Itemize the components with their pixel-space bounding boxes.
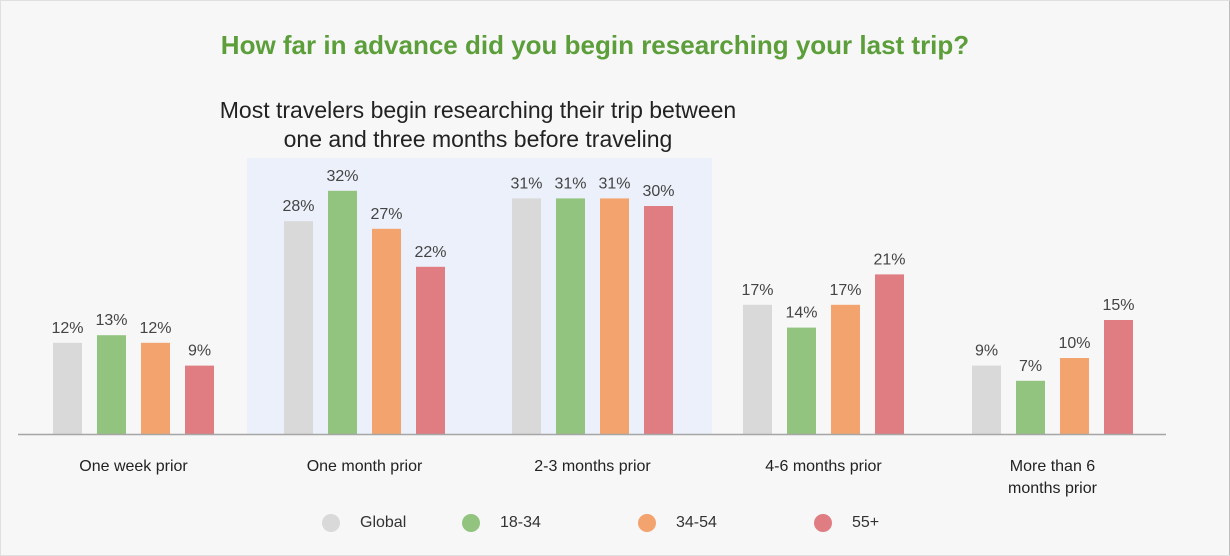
- legend-swatch-global: [322, 514, 340, 532]
- data-label: 12%: [51, 320, 83, 337]
- legend-item-18-34: 18-34: [462, 514, 541, 532]
- highlight-band: [247, 158, 712, 434]
- bar: [875, 274, 904, 434]
- data-label: 17%: [741, 282, 773, 299]
- category-label: One month prior: [307, 458, 423, 475]
- chart-subtitle-line-2: one and three months before traveling: [283, 126, 673, 152]
- data-label: 9%: [188, 343, 211, 360]
- data-label: 10%: [1058, 335, 1090, 352]
- bar: [284, 221, 313, 434]
- bar: [328, 190, 357, 434]
- bar: [743, 304, 772, 434]
- data-label: 28%: [282, 198, 314, 215]
- data-label: 12%: [139, 320, 171, 337]
- legend-label-34-54: 34-54: [676, 514, 717, 531]
- data-label: 27%: [370, 206, 402, 223]
- bar: [1016, 380, 1045, 434]
- data-label: 17%: [829, 282, 861, 299]
- data-label: 31%: [510, 175, 542, 192]
- category-label: One week prior: [79, 458, 188, 475]
- bar: [600, 198, 629, 434]
- category-label: 4-6 months prior: [765, 458, 882, 475]
- data-label: 31%: [598, 175, 630, 192]
- bar: [1104, 320, 1133, 434]
- bar: [644, 206, 673, 434]
- category-label: 2-3 months prior: [534, 458, 651, 475]
- legend-label-18-34: 18-34: [500, 514, 541, 531]
- chart-subtitle-line-1: Most travelers begin researching their t…: [219, 97, 737, 123]
- data-label: 14%: [785, 305, 817, 322]
- chart-title: How far in advance did you begin researc…: [220, 30, 970, 60]
- bar: [53, 342, 82, 434]
- bar: [372, 228, 401, 434]
- legend-item-55-plus: 55+: [814, 514, 879, 532]
- legend-item-global: Global: [322, 514, 406, 532]
- data-label: 21%: [873, 251, 905, 268]
- bar: [97, 335, 126, 434]
- chart-subtitle: Most travelers begin researching their t…: [150, 96, 806, 154]
- legend: Global 18-34 34-54 55+: [0, 514, 1230, 540]
- legend-swatch-34-54: [638, 514, 656, 532]
- bar: [1060, 358, 1089, 434]
- bar: [787, 327, 816, 434]
- data-label: 15%: [1102, 297, 1134, 314]
- bar: [512, 198, 541, 434]
- data-label: 7%: [1019, 358, 1042, 375]
- category-label: More than 6: [1010, 458, 1095, 475]
- data-label: 32%: [326, 168, 358, 185]
- data-label: 13%: [95, 312, 127, 329]
- data-label: 30%: [642, 183, 674, 200]
- legend-label-55-plus: 55+: [852, 514, 880, 531]
- data-label: 22%: [414, 244, 446, 261]
- legend-item-34-54: 34-54: [638, 514, 717, 532]
- legend-swatch-55-plus: [814, 514, 832, 532]
- category-label: months prior: [1008, 480, 1098, 497]
- data-label: 9%: [975, 343, 998, 360]
- bar: [416, 266, 445, 434]
- bar: [556, 198, 585, 434]
- bar: [831, 304, 860, 434]
- data-label: 31%: [554, 175, 586, 192]
- bar: [141, 342, 170, 434]
- legend-label-global: Global: [360, 514, 407, 531]
- bar: [185, 365, 214, 434]
- legend-swatch-18-34: [462, 514, 480, 532]
- bar: [972, 365, 1001, 434]
